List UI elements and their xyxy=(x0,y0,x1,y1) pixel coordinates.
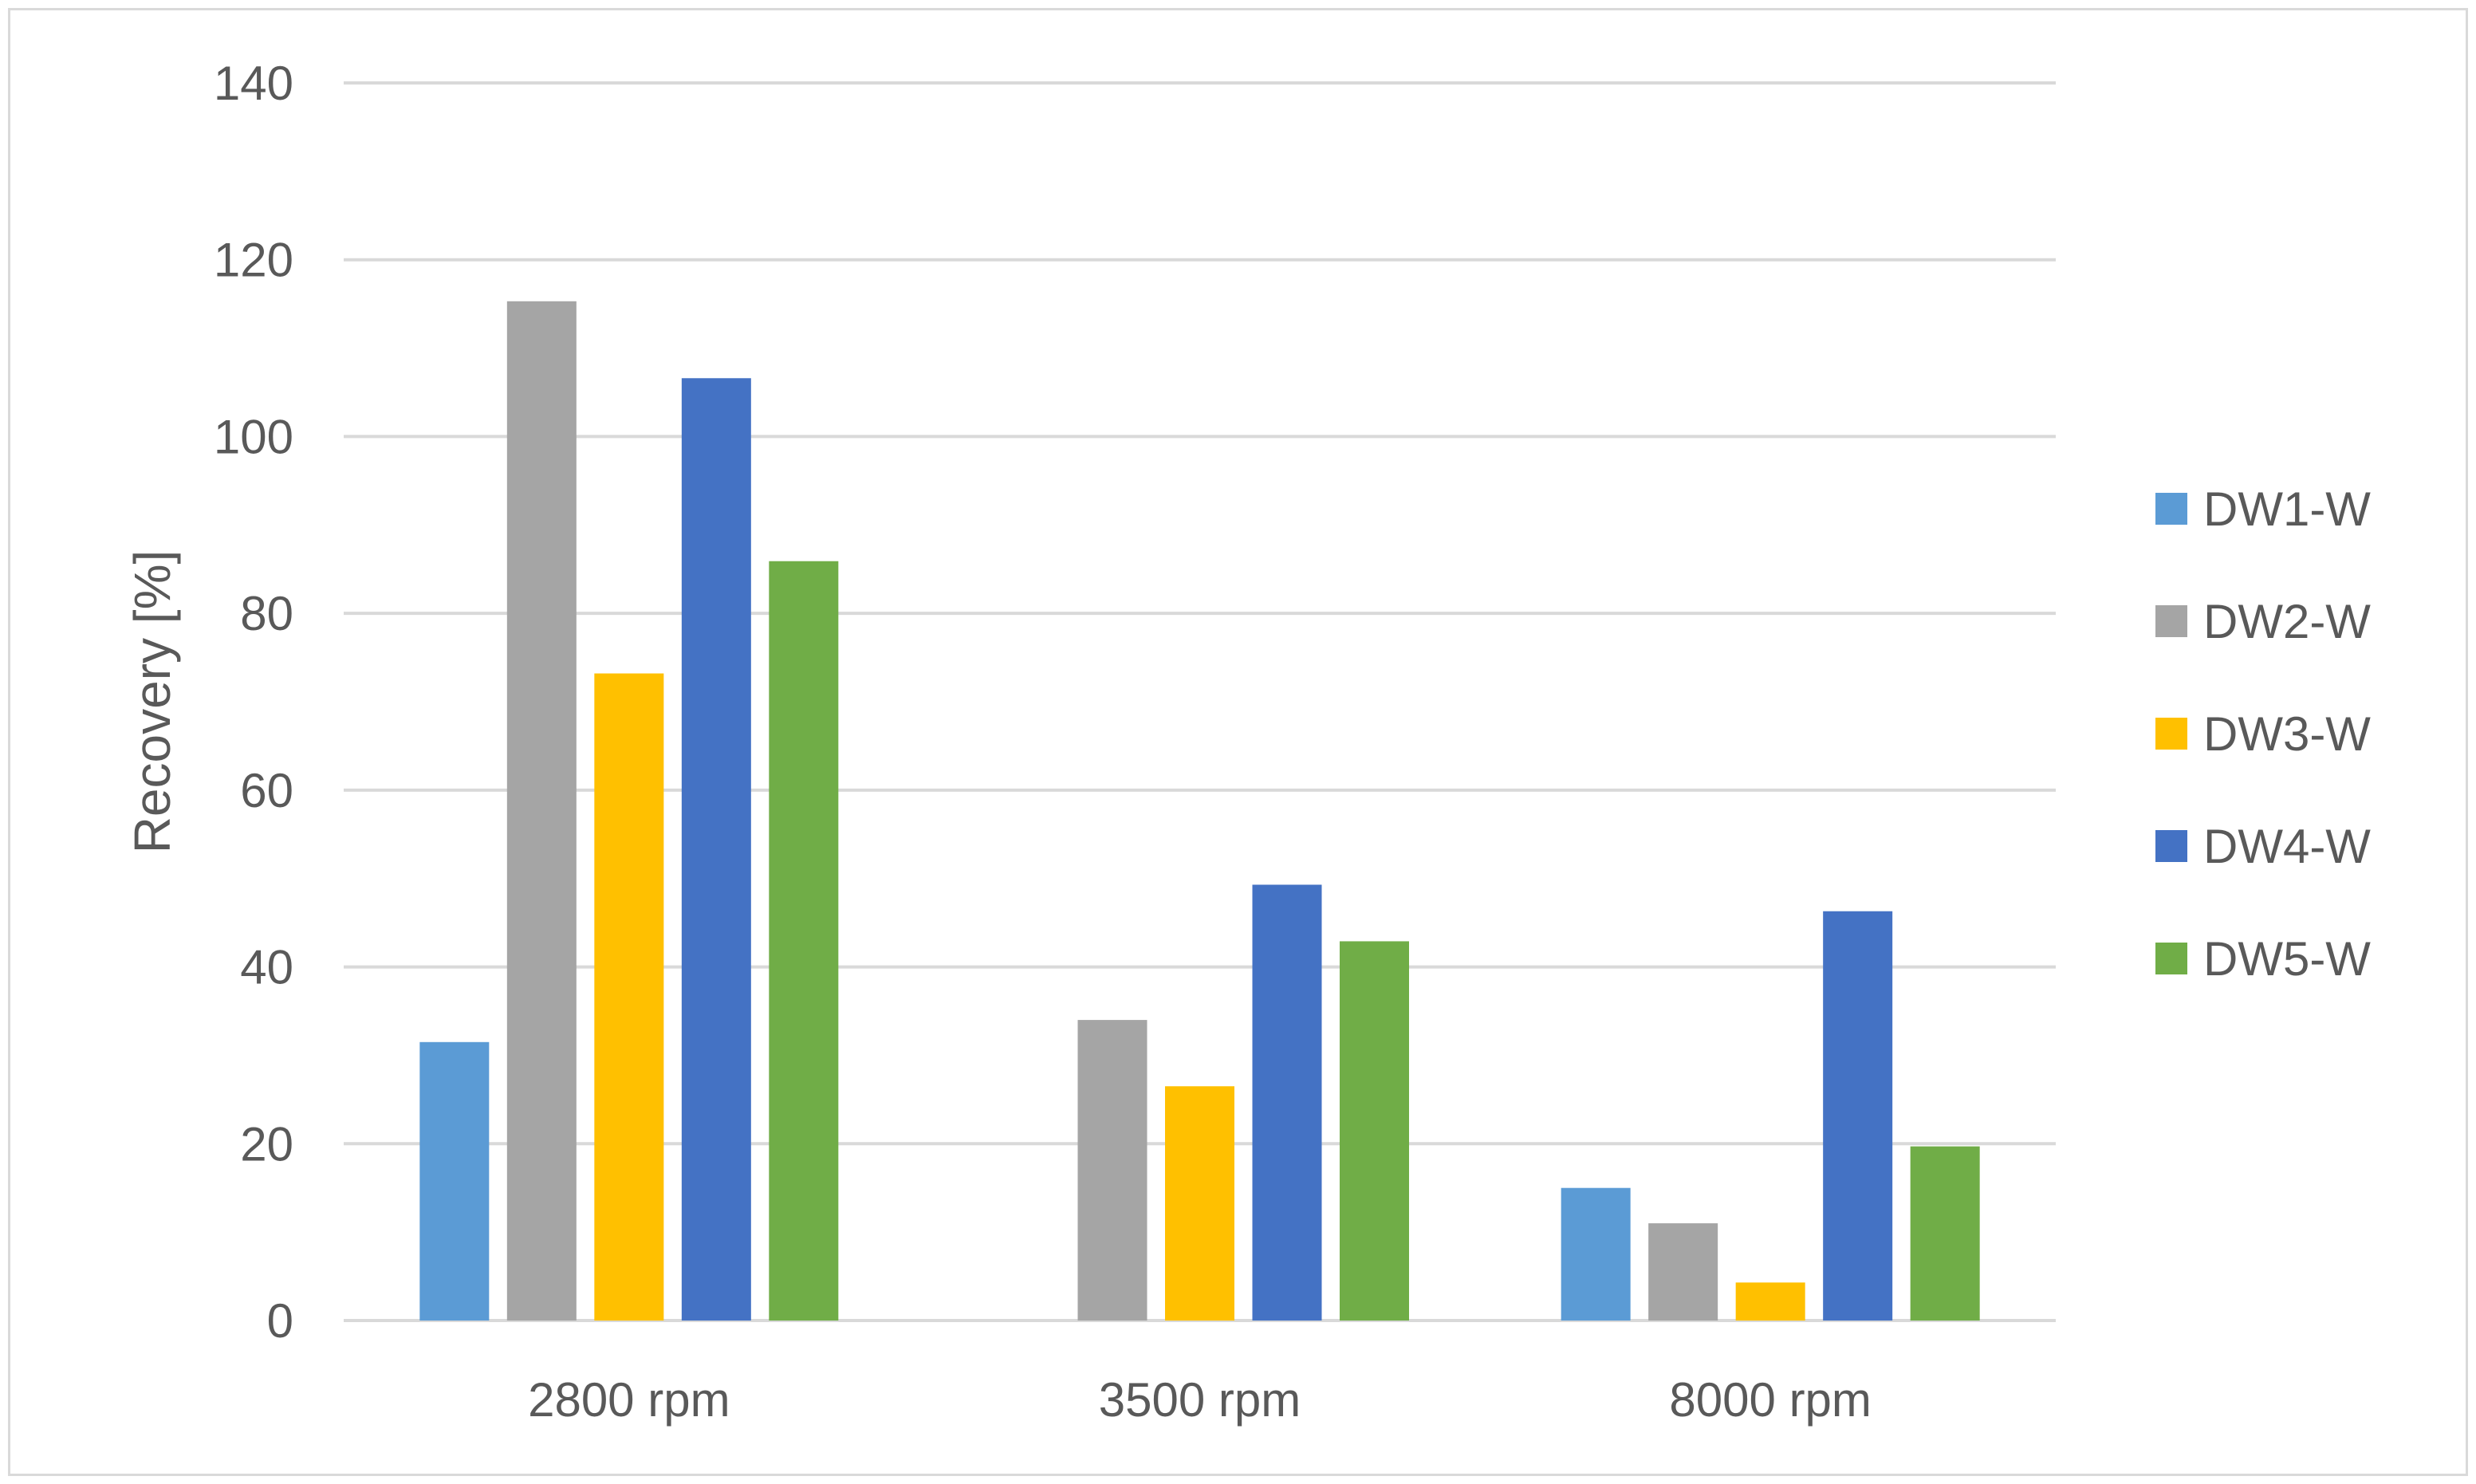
bar-DW5-W-8000-rpm xyxy=(1910,1146,1980,1321)
y-tick-label: 140 xyxy=(214,57,293,110)
x-axis-ticks: 2800 rpm 3500 rpm 8000 rpm xyxy=(528,1373,1872,1427)
legend-label-DW3-W: DW3-W xyxy=(2203,707,2371,761)
x-tick-label: 2800 rpm xyxy=(528,1373,730,1427)
y-tick-label: 80 xyxy=(240,587,293,640)
bar-DW3-W-8000-rpm xyxy=(1735,1282,1805,1321)
y-tick-label: 20 xyxy=(240,1117,293,1171)
legend-label-DW1-W: DW1-W xyxy=(2203,482,2371,536)
y-axis-title: Recovery [%] xyxy=(124,550,181,854)
bar-DW2-W-3500-rpm xyxy=(1077,1020,1147,1321)
y-tick-label: 40 xyxy=(240,941,293,994)
bar-DW4-W-2800-rpm xyxy=(681,378,751,1321)
x-tick-label: 8000 rpm xyxy=(1669,1373,1871,1427)
bar-DW1-W-2800-rpm xyxy=(419,1041,490,1321)
bar-DW4-W-8000-rpm xyxy=(1823,911,1893,1321)
bar-DW5-W-2800-rpm xyxy=(769,561,839,1321)
legend-swatch-DW2-W xyxy=(2155,605,2187,637)
bar-DW2-W-2800-rpm xyxy=(506,301,577,1321)
chart-frame: 0 20 40 60 80 100 120 140 2800 rpm 3500 rpm 8000 … xyxy=(8,8,2468,1476)
y-tick-label: 0 xyxy=(267,1294,293,1348)
legend-swatch-DW5-W xyxy=(2155,943,2187,974)
legend-swatch-DW1-W xyxy=(2155,493,2187,525)
legend-label-DW4-W: DW4-W xyxy=(2203,820,2371,873)
bar-DW3-W-3500-rpm xyxy=(1165,1086,1234,1321)
bar-DW4-W-3500-rpm xyxy=(1252,884,1322,1321)
y-tick-label: 120 xyxy=(214,234,293,287)
legend-swatch-DW3-W xyxy=(2155,718,2187,750)
x-tick-label: 3500 rpm xyxy=(1099,1373,1301,1427)
bars xyxy=(419,301,1980,1321)
y-tick-label: 100 xyxy=(214,410,293,463)
bar-chart: 0 20 40 60 80 100 120 140 2800 rpm 3500 rpm 8000 … xyxy=(124,57,2371,1427)
bar-DW5-W-3500-rpm xyxy=(1340,941,1409,1321)
legend: DW1-W DW2-W DW3-W DW4-W DW5-W xyxy=(2155,482,2371,986)
bar-DW2-W-8000-rpm xyxy=(1648,1223,1718,1321)
bar-DW1-W-8000-rpm xyxy=(1561,1187,1631,1321)
legend-label-DW2-W: DW2-W xyxy=(2203,595,2371,648)
bar-DW3-W-2800-rpm xyxy=(594,673,664,1321)
legend-swatch-DW4-W xyxy=(2155,830,2187,862)
y-axis-ticks: 0 20 40 60 80 100 120 140 xyxy=(214,57,293,1348)
y-tick-label: 60 xyxy=(240,764,293,817)
legend-label-DW5-W: DW5-W xyxy=(2203,932,2371,986)
